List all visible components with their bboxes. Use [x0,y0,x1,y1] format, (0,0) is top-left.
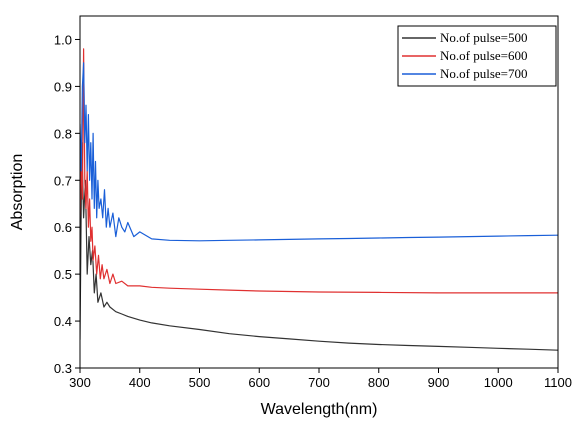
legend: No.of pulse=500 No.of pulse=600 No.of pu… [397,25,557,87]
x-tick-label: 800 [368,375,390,390]
x-tick-label: 600 [248,375,270,390]
series-layer [80,48,558,351]
ticks-layer: 300 400 500 600 700 800 900 1000 1100 0.3 0.4 0.5 0.… [54,32,572,390]
x-tick-label: 400 [129,375,151,390]
legend-label-500: No.of pulse=500 [440,30,528,45]
x-axis-label: Wavelength(nm) [261,401,378,418]
x-tick-label: 1100 [544,375,572,390]
x-tick-label: 300 [69,375,91,390]
x-tick-label: 900 [428,375,450,390]
y-tick-label: 0.8 [54,126,72,141]
x-tick-label: 700 [308,375,330,390]
y-tick-label: 0.7 [54,173,72,188]
y-tick-label: 0.6 [54,220,72,235]
y-axis-label: Absorption [9,154,26,231]
y-tick-label: 0.9 [54,79,72,94]
x-tick-label: 500 [189,375,211,390]
legend-label-600: No.of pulse=600 [440,48,528,63]
x-tick-label: 1000 [484,375,513,390]
y-tick-label: 0.4 [54,314,72,329]
series-line-3 [80,62,558,242]
series-line-2 [80,48,558,294]
y-tick-label: 0.5 [54,267,72,282]
y-tick-label: 1.0 [54,32,72,47]
y-tick-label: 0.3 [54,361,72,376]
legend-label-700: No.of pulse=700 [440,66,528,81]
series-line-1 [80,142,558,351]
